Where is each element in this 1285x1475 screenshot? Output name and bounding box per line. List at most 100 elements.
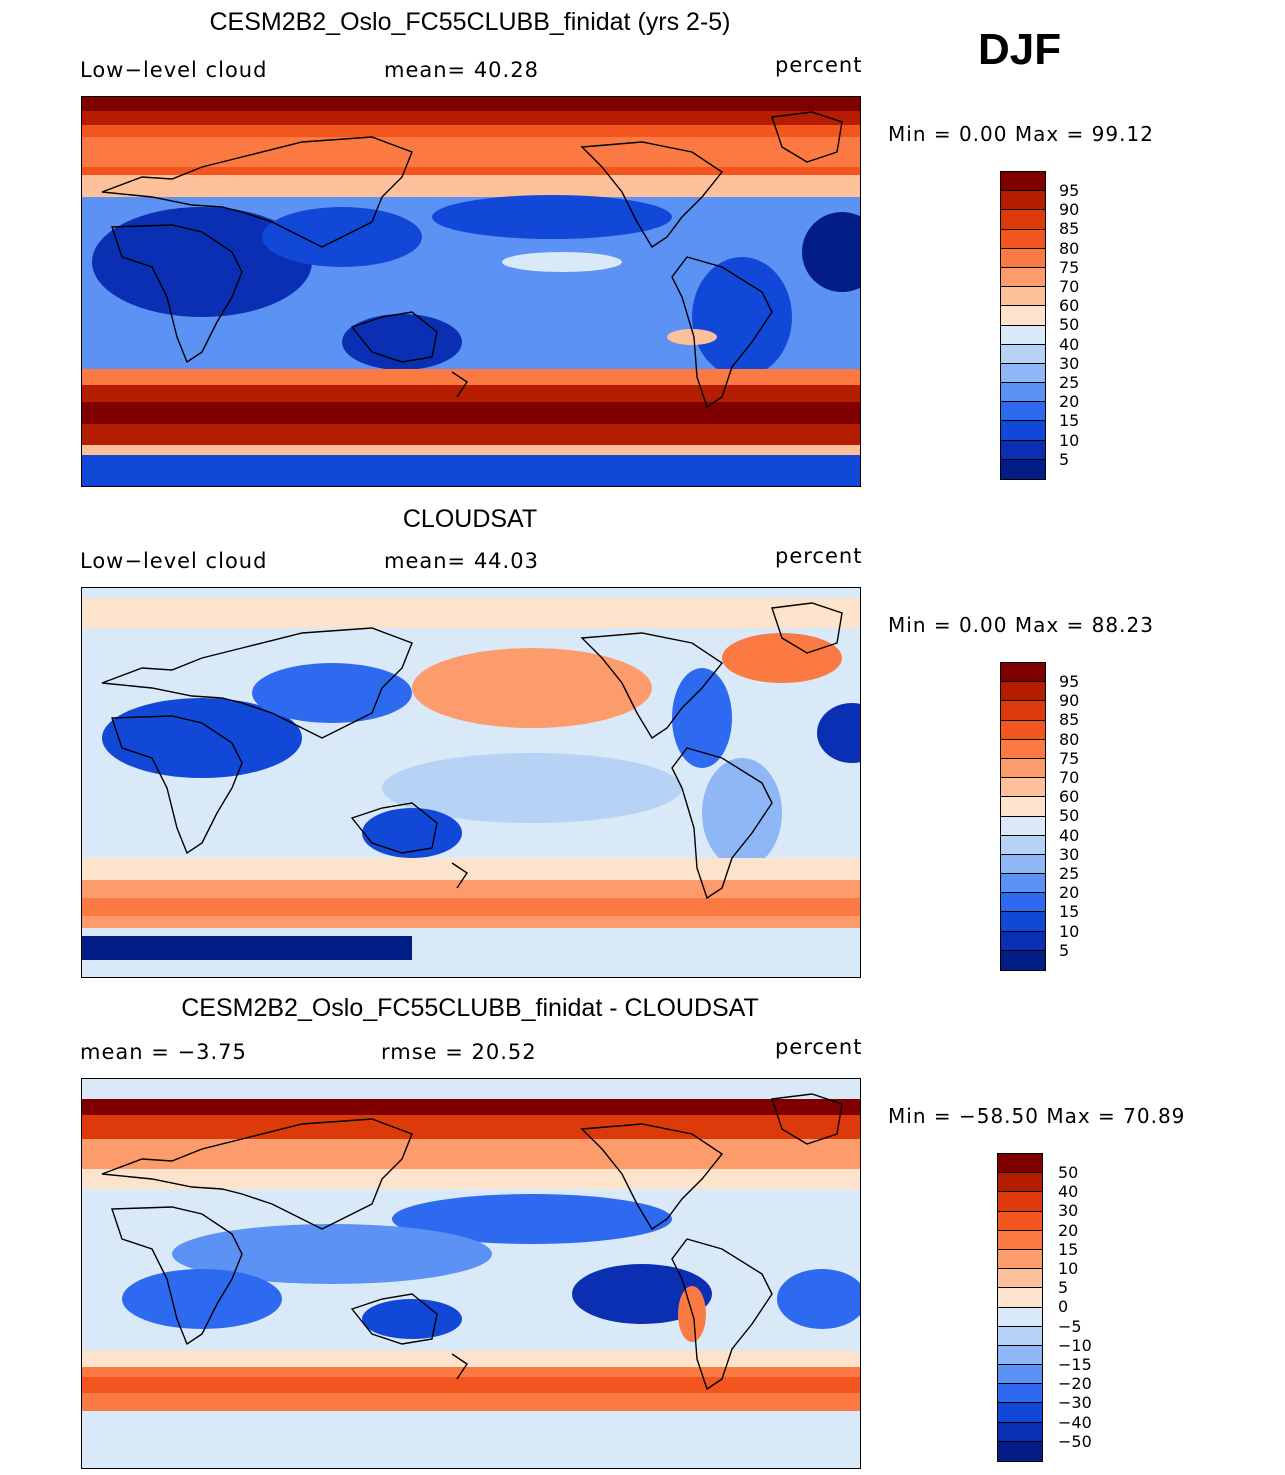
panel-1-colorbar-cell xyxy=(1001,287,1045,307)
panel-1-colorbar-tick-label: 40 xyxy=(1059,334,1080,354)
panel-3-colorbar-cell xyxy=(998,1403,1042,1423)
panel-3-colorbar-tick-label: 20 xyxy=(1058,1220,1079,1240)
panel-2-colorbar-tick-label: 10 xyxy=(1059,921,1080,941)
panel-2-colorbar-cell xyxy=(1001,874,1045,894)
panel-3-colorbar-cell xyxy=(998,1365,1042,1385)
panel-3-australia-low xyxy=(362,1299,462,1339)
panel-1-mean-label: mean= 40.28 xyxy=(384,58,539,82)
panel-2-south-transition xyxy=(82,858,860,883)
panel-3-colorbar-tick-label: 30 xyxy=(1058,1201,1079,1221)
panel-2-colorbar-tick-label: 40 xyxy=(1059,825,1080,845)
panel-1-minmax: Min = 0.00 Max = 99.12 xyxy=(888,122,1154,146)
panel-3-colorbar-tick-label: −40 xyxy=(1058,1412,1092,1432)
panel-1-antarctica-band xyxy=(82,455,860,486)
panel-3-colorbar-cell xyxy=(998,1288,1042,1308)
panel-3-satlantic-low xyxy=(777,1269,860,1329)
panel-1-title: CESM2B2_Oslo_FC55CLUBB_finidat (yrs 2-5) xyxy=(209,8,731,36)
panel-2-colorbar-tick-label: 90 xyxy=(1059,691,1080,711)
panel-1-coastlines xyxy=(101,111,843,409)
panel-1-colorbar-cell xyxy=(1001,172,1045,192)
panel-1-colorbar-tick-label: 95 xyxy=(1059,181,1080,200)
panel-2-antarctica-band xyxy=(82,936,412,960)
panel-3-colorbar-cell xyxy=(998,1249,1042,1270)
panel-3-colorbar-tick-label: −15 xyxy=(1058,1355,1092,1374)
panel-1-midlat-band xyxy=(82,137,860,167)
panel-3-colorbar-tick-label: 10 xyxy=(1058,1259,1079,1278)
panel-2-mean-label: mean= 44.03 xyxy=(384,549,539,573)
panel-2-colorbar-cell xyxy=(1001,931,1045,951)
panel-2-colorbar-tick-label: 50 xyxy=(1059,806,1080,826)
season-label: DJF xyxy=(978,25,1062,74)
panel-3-colorbar-cell xyxy=(998,1173,1042,1193)
panel-3-indian-low xyxy=(172,1224,492,1284)
panel-1-colorbar-tick-label: 50 xyxy=(1059,315,1080,335)
panel-2-australia-low xyxy=(362,808,462,858)
panel-2-units-label: percent xyxy=(775,544,863,568)
panel-2-colorbar-cell xyxy=(1001,835,1045,855)
panel-1-colorbar-tick-label: 5 xyxy=(1059,449,1070,469)
panel-3-minmax: Min = −58.50 Max = 70.89 xyxy=(888,1104,1186,1128)
panel-3-antarctica-band xyxy=(82,1411,860,1468)
panel-3-rmse-label: rmse = 20.52 xyxy=(381,1040,537,1064)
panel-1-colorbar xyxy=(1000,171,1046,480)
panel-1-colorbar-cell xyxy=(1001,440,1045,460)
panel-3-colorbar-cell xyxy=(998,1230,1042,1250)
panel-2-colorbar-tick-label: 75 xyxy=(1059,748,1080,768)
panel-3-colorbar-cell xyxy=(998,1345,1042,1366)
panel-1-atlantic-low xyxy=(802,212,860,292)
panel-1-colorbar-tick-label: 70 xyxy=(1059,277,1080,296)
panel-2-colorbar-cell xyxy=(1001,778,1045,798)
panel-1-pacific-low xyxy=(432,195,672,239)
panel-2-colorbar-cell xyxy=(1001,701,1045,721)
panel-1-peru-stratus xyxy=(667,329,717,345)
panel-3-colorbar-cell xyxy=(998,1211,1042,1231)
panel-3-south-transition xyxy=(82,1351,860,1369)
panel-1-samerica-low xyxy=(692,257,792,377)
panel-2-colorbar-cell xyxy=(1001,854,1045,875)
panel-3-midlat-band xyxy=(82,1139,860,1169)
panel-1-colorbar-cell xyxy=(1001,344,1045,364)
panel-2-colorbar xyxy=(1000,662,1046,971)
panel-3-colorbar-cell xyxy=(998,1441,1042,1461)
panel-1-south-transition xyxy=(82,369,860,387)
panel-2-southern-max-band xyxy=(82,898,860,916)
panel-2-colorbar-tick-label: 25 xyxy=(1059,864,1080,883)
panel-1-colorbar-cell xyxy=(1001,421,1045,441)
panel-2-colorbar-cell xyxy=(1001,720,1045,740)
panel-3-colorbar-tick-label: 5 xyxy=(1058,1278,1069,1298)
panel-1-map-svg xyxy=(82,97,860,486)
panel-3-colorbar-tick-label: −50 xyxy=(1058,1431,1092,1451)
panel-2-colorbar-tick-label: 95 xyxy=(1059,672,1080,691)
panel-1-colorbar-cell xyxy=(1001,229,1045,249)
panel-2-colorbar-tick-label: 85 xyxy=(1059,710,1080,730)
panel-2-npacific-high xyxy=(412,648,652,728)
panel-2-colorbar-tick-label: 15 xyxy=(1059,902,1080,922)
panel-3-map xyxy=(81,1078,861,1469)
panel-3-colorbar-tick-label: −10 xyxy=(1058,1335,1092,1355)
panel-2-atlantic-low xyxy=(817,703,860,763)
panel-1-southern-max-band xyxy=(82,402,860,424)
panel-1-colorbar-tick-label: 25 xyxy=(1059,373,1080,392)
panel-1-colorbar-tick-label: 85 xyxy=(1059,219,1080,239)
panel-3-satl-africa-low xyxy=(122,1269,282,1329)
panel-2-map xyxy=(81,587,861,978)
panel-2-colorbar-cell xyxy=(1001,758,1045,779)
panel-3-colorbar-cell xyxy=(998,1192,1042,1212)
panel-3-title: CESM2B2_Oslo_FC55CLUBB_finidat - CLOUDSA… xyxy=(181,994,759,1022)
panel-1-colorbar-cell xyxy=(1001,363,1045,384)
panel-3-colorbar-cell xyxy=(998,1269,1042,1289)
panel-2-colorbar-cell xyxy=(1001,912,1045,932)
panel-1-colorbar-tick-label: 75 xyxy=(1059,257,1080,277)
panel-1-colorbar-cell xyxy=(1001,306,1045,326)
panel-1-arctic-band xyxy=(82,97,860,111)
panel-3-npacific-low xyxy=(392,1194,672,1244)
panel-1-colorbar-tick-label: 20 xyxy=(1059,392,1080,412)
panel-2-map-svg xyxy=(82,588,860,977)
panel-3-colorbar-tick-label: 40 xyxy=(1058,1182,1079,1202)
panel-2-colorbar-cell xyxy=(1001,663,1045,683)
panel-1-units-label: percent xyxy=(775,53,863,77)
panel-3-southern-max-band xyxy=(82,1377,860,1393)
panel-2-colorbar-cell xyxy=(1001,950,1045,970)
panel-1-africa-low xyxy=(92,207,312,317)
panel-2-colorbar-cell xyxy=(1001,682,1045,702)
